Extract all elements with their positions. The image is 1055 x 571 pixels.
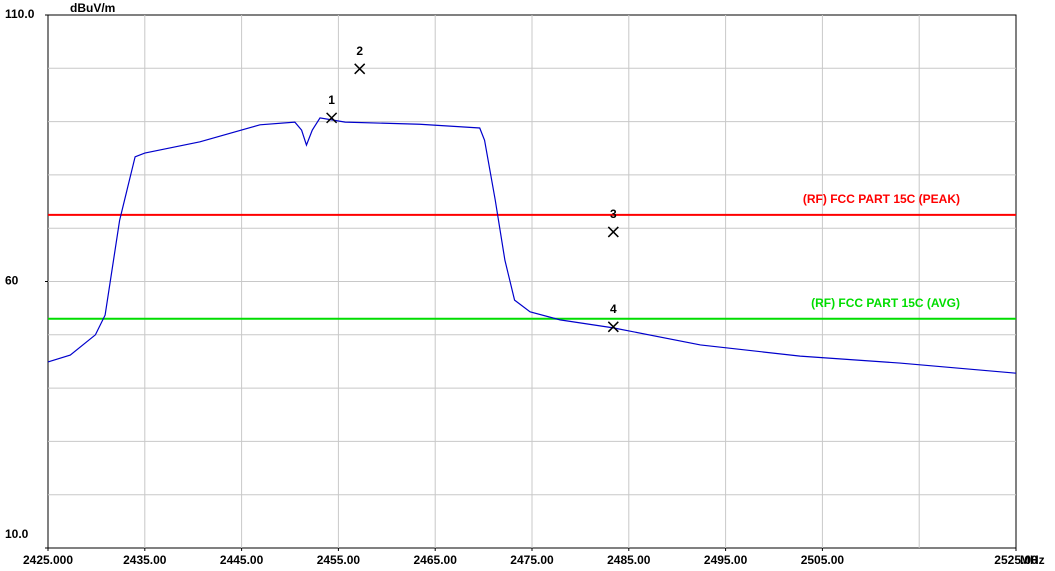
limit-label: (RF) FCC PART 15C (AVG) <box>811 296 960 310</box>
y-unit: dBuV/m <box>70 1 115 15</box>
trace-line <box>47 117 1017 374</box>
marker-label: 2 <box>356 44 363 58</box>
x-tick-label: 2485.00 <box>607 553 651 567</box>
marker <box>607 226 619 238</box>
x-tick-label: 2525.00 <box>994 553 1038 567</box>
y-tick-label: 110.0 <box>5 7 35 21</box>
x-tick-label: 2435.00 <box>123 553 167 567</box>
marker-label: 3 <box>610 207 617 221</box>
x-tick-label: 2505.00 <box>801 553 845 567</box>
x-tick-label: 2455.00 <box>317 553 361 567</box>
x-tick-label: 2495.00 <box>704 553 748 567</box>
marker <box>607 321 619 333</box>
y-tick-label: 60 <box>5 274 19 288</box>
marker <box>326 112 338 124</box>
marker-label: 1 <box>328 93 335 107</box>
x-tick-label: 2475.00 <box>510 553 554 567</box>
x-unit: MHz <box>1020 553 1045 567</box>
marker <box>354 63 366 75</box>
y-tick-label: 10.0 <box>5 527 29 541</box>
limit-label: (RF) FCC PART 15C (PEAK) <box>803 192 960 206</box>
x-tick-label: 2465.00 <box>414 553 458 567</box>
x-tick-label: 2445.00 <box>220 553 264 567</box>
marker-label: 4 <box>610 302 617 316</box>
x-tick-label: 2425.000 <box>23 553 73 567</box>
